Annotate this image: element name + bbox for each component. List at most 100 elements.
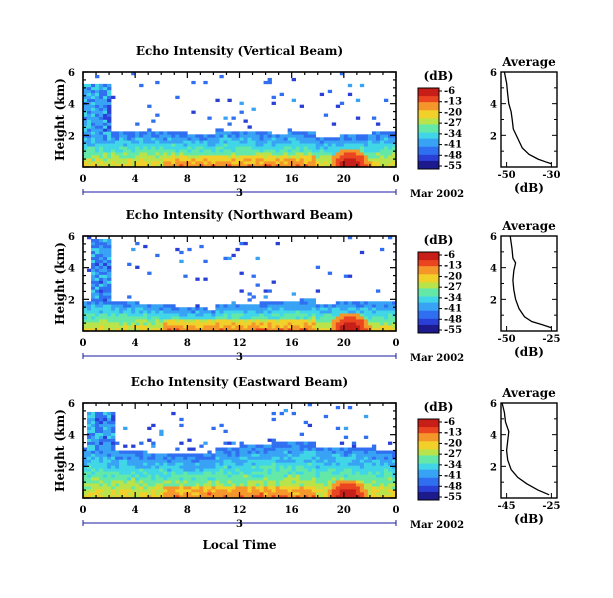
heatmap-cell — [163, 492, 168, 496]
heatmap-cell — [311, 462, 317, 466]
heatmap-cell — [295, 483, 300, 487]
heatmap-cell — [231, 313, 236, 317]
colorbar-segment — [418, 268, 439, 271]
heatmap-cell — [111, 420, 116, 425]
colorbar-segment — [418, 306, 439, 310]
heatmap-cell — [371, 325, 377, 329]
heatmap-cell — [99, 444, 104, 448]
heatmap-cell — [379, 480, 385, 484]
colorbar-segment — [418, 266, 439, 269]
heatmap-cell — [279, 480, 284, 484]
heatmap-cell — [331, 447, 337, 451]
heatmap-cell — [163, 319, 168, 323]
heatmap-cell — [323, 471, 329, 475]
heatmap-cell — [83, 89, 88, 94]
colorbar-segment — [418, 290, 439, 293]
heatmap-cell — [379, 471, 385, 475]
heatmap-cell — [91, 301, 96, 305]
heatmap-cell — [87, 477, 92, 481]
heatmap-cell — [319, 450, 325, 454]
heatmap-cell — [319, 316, 325, 320]
heatmap-cell — [107, 423, 112, 428]
heatmap-cell — [387, 459, 393, 463]
heatmap-cell — [107, 122, 112, 126]
heatmap-cell — [303, 468, 309, 472]
colorbar-segment — [418, 252, 439, 255]
heatmap-cell — [375, 313, 381, 317]
heatmap-cell — [219, 316, 224, 320]
heatmap-cell — [103, 480, 108, 484]
heatmap-cell — [247, 328, 252, 332]
heatmap-cell — [379, 489, 385, 493]
heatmap-cell — [379, 474, 385, 478]
heatmap-cell — [143, 459, 148, 463]
heatmap-cell — [83, 462, 88, 466]
heatmap-cell — [227, 468, 232, 472]
heatmap-cell — [163, 313, 168, 317]
heatmap-cell — [299, 316, 304, 320]
colorbar-tick-label: -41 — [444, 140, 462, 151]
heatmap-cell — [175, 316, 180, 320]
heatmap-cell — [223, 474, 228, 478]
heatmap-cell — [107, 253, 112, 258]
heatmap-cell — [199, 149, 204, 153]
heatmap-cell — [199, 456, 204, 460]
heatmap-cell — [99, 268, 104, 272]
heatmap-cell — [111, 164, 116, 168]
heatmap-cell — [187, 137, 192, 141]
heatmap-cell — [115, 471, 120, 475]
heatmap-cell — [291, 137, 296, 141]
heatmap-cell — [99, 140, 104, 144]
heatmap-cell — [351, 495, 357, 499]
heatmap-cell — [123, 310, 128, 314]
heatmap-cell — [383, 477, 389, 481]
heatmap-cell — [195, 158, 200, 162]
heatmap-cell — [199, 489, 204, 493]
heatmap-cell — [247, 456, 252, 460]
heatmap-cell — [355, 161, 361, 165]
heatmap-cell — [263, 134, 268, 138]
heatmap-cell — [331, 155, 337, 159]
heatmap-cell — [155, 164, 160, 168]
heatmap-cell — [339, 319, 345, 323]
heatmap-cell — [303, 471, 309, 475]
heatmap-cell — [339, 155, 345, 159]
heatmap-cell — [259, 158, 264, 162]
heatmap-cell — [83, 447, 88, 451]
heatmap-cell — [139, 307, 144, 311]
heatmap-cell — [371, 492, 377, 496]
heatmap-cell — [339, 471, 345, 475]
heatmap-cell — [155, 489, 160, 493]
heatmap-cell — [255, 158, 260, 162]
heatmap-cell — [99, 277, 104, 281]
heatmap-cell — [239, 489, 244, 493]
heatmap-cell — [223, 319, 228, 323]
heatmap-cell — [375, 149, 381, 153]
heatmap-cell — [91, 462, 96, 466]
heatmap-cell — [155, 149, 160, 153]
heatmap-cell — [147, 325, 152, 329]
colorbar-segment — [418, 260, 439, 263]
heatmap-cell — [111, 414, 116, 419]
heatmap-cell — [179, 143, 184, 147]
heatmap-cell — [223, 134, 228, 138]
heatmap-cell — [267, 161, 272, 165]
heatmap-cell — [235, 307, 240, 311]
heatmap-cell — [291, 140, 296, 144]
heatmap-cell — [99, 429, 104, 433]
heatmap-cell — [307, 161, 313, 165]
heatmap-cell — [191, 486, 196, 490]
heatmap-cell — [275, 474, 280, 478]
heatmap-cell — [231, 140, 236, 144]
x-tick-label: 16 — [285, 338, 299, 349]
heatmap-cell — [311, 304, 317, 308]
heatmap-cell — [103, 83, 108, 88]
heatmap-cell — [335, 146, 341, 150]
heatmap-cell — [387, 328, 393, 332]
heatmap-cell — [323, 453, 329, 457]
heatmap-cell — [91, 256, 96, 261]
heatmap-cell — [183, 465, 188, 469]
heatmap-cell — [379, 486, 385, 490]
heatmap-cell — [171, 468, 176, 472]
heatmap-cell — [91, 435, 96, 439]
